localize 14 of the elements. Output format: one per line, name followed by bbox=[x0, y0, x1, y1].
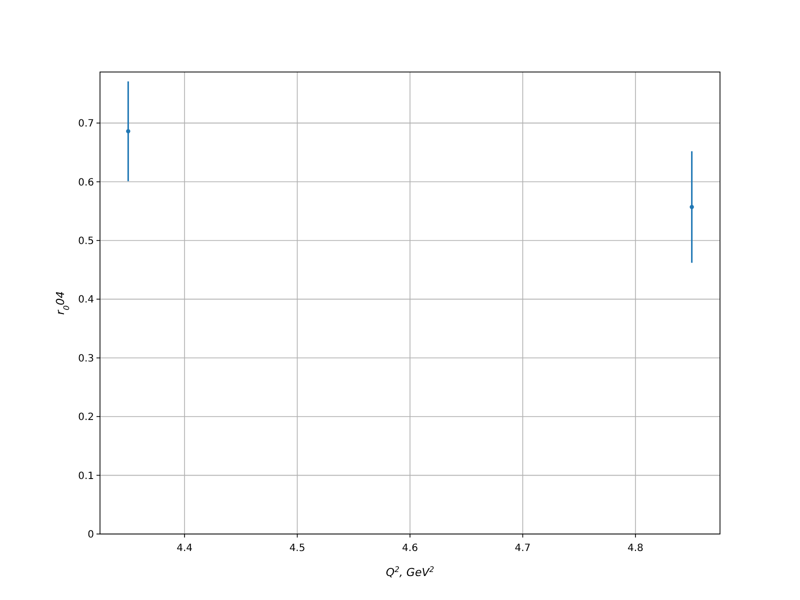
x-tick-label: 4.5 bbox=[289, 543, 306, 554]
y-tick-label: 0.6 bbox=[78, 177, 94, 188]
x-axis-title: Q$^{2}$, GeV$^{2}$ bbox=[386, 564, 434, 579]
x-tick-label: 4.7 bbox=[514, 543, 531, 554]
y-tick-label: 0.3 bbox=[78, 353, 94, 364]
y-tick-label: 0 bbox=[88, 530, 94, 540]
y-tick-label: 0.4 bbox=[78, 294, 94, 306]
y-tick-label: 0.7 bbox=[78, 118, 94, 130]
x-tick-label: 4.8 bbox=[628, 543, 644, 554]
x-tick-label: 4.6 bbox=[402, 543, 418, 554]
y-tick-label: 0.1 bbox=[78, 470, 94, 482]
x-tick-label: 4.4 bbox=[176, 543, 192, 554]
y-tick-label: 0.2 bbox=[78, 412, 94, 424]
y-tick-label: 0.5 bbox=[78, 236, 94, 247]
